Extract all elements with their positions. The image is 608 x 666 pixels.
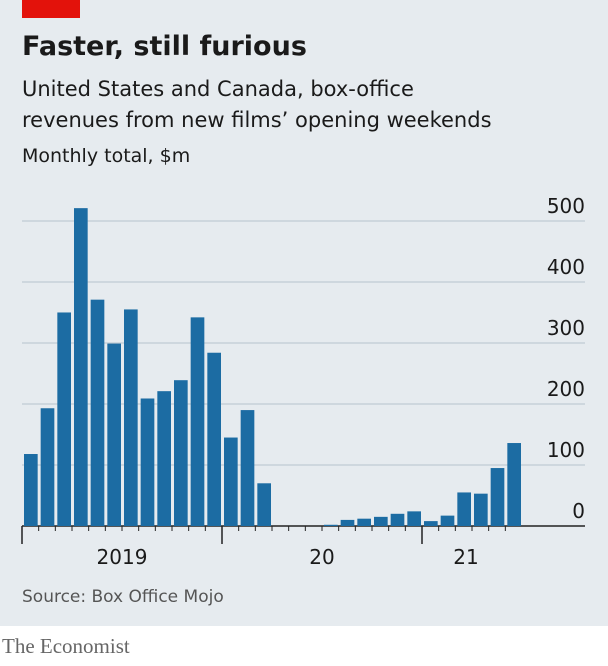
x-tick-label: 21 bbox=[453, 545, 478, 569]
bar bbox=[407, 511, 421, 526]
bar bbox=[340, 519, 355, 526]
brand: The Economist bbox=[2, 634, 130, 658]
bar bbox=[457, 492, 471, 526]
bar bbox=[374, 516, 388, 526]
bar bbox=[474, 493, 488, 526]
y-tick-label: 0 bbox=[572, 499, 585, 523]
y-tick-label: 100 bbox=[547, 438, 585, 462]
bar bbox=[357, 518, 371, 526]
bar bbox=[24, 454, 38, 526]
bar bbox=[257, 483, 271, 526]
bar bbox=[190, 317, 205, 526]
bar bbox=[507, 443, 521, 526]
subtitle: United States and Canada, box-office bbox=[22, 77, 414, 101]
bar bbox=[440, 515, 455, 526]
bar bbox=[90, 299, 105, 526]
bar bbox=[390, 513, 405, 526]
y-tick-label: 200 bbox=[547, 377, 585, 401]
bar bbox=[174, 380, 188, 526]
subtitle: revenues from new films’ opening weekend… bbox=[22, 108, 492, 132]
x-tick-label: 20 bbox=[309, 545, 334, 569]
brand-bar bbox=[22, 0, 80, 18]
bar bbox=[490, 468, 505, 526]
bar bbox=[140, 398, 155, 526]
y-tick-label: 400 bbox=[547, 255, 585, 279]
y-tick-label: 300 bbox=[547, 316, 585, 340]
x-tick-label: 2019 bbox=[97, 545, 148, 569]
bar bbox=[124, 309, 138, 526]
bar bbox=[224, 437, 238, 526]
bar bbox=[424, 521, 438, 526]
bar bbox=[74, 208, 88, 527]
bar bbox=[240, 410, 255, 526]
source: Source: Box Office Mojo bbox=[22, 587, 224, 607]
bar bbox=[324, 524, 338, 526]
bar bbox=[207, 352, 221, 526]
unit-label: Monthly total, $m bbox=[22, 145, 190, 167]
bar bbox=[107, 343, 121, 526]
y-tick-label: 500 bbox=[547, 194, 585, 218]
bar bbox=[40, 408, 55, 526]
bar bbox=[57, 312, 71, 526]
bar bbox=[157, 391, 171, 526]
chart-title: Faster, still furious bbox=[22, 31, 307, 62]
